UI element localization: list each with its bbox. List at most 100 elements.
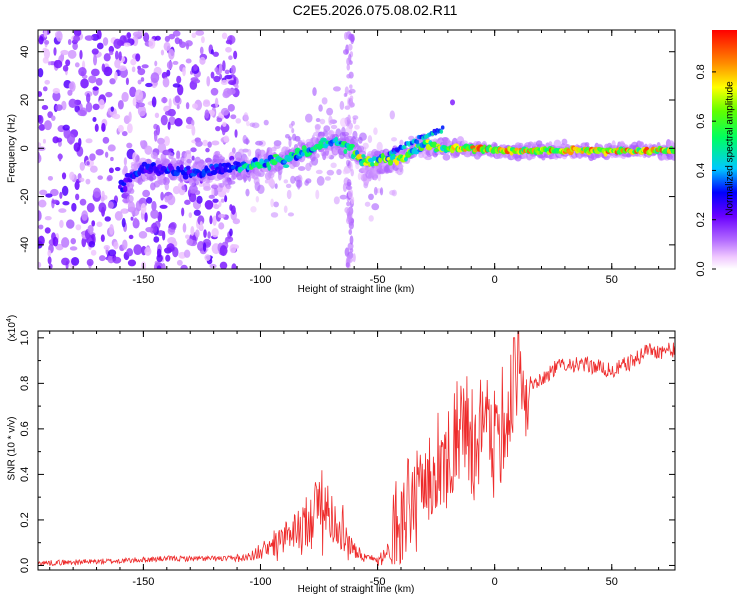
spectrogram-cell — [75, 224, 82, 231]
spectrogram-cell — [345, 159, 351, 167]
spectrogram-cell — [326, 107, 334, 116]
spectrogram-cell — [44, 79, 51, 85]
spectrogram-cell — [69, 171, 75, 181]
spectrogram-cell — [224, 69, 230, 75]
spectrogram-ylabel: Frequency (Hz) — [6, 114, 18, 183]
spectrogram-cell — [220, 107, 230, 116]
spectrogram-cell — [137, 177, 143, 185]
spectrogram-cell — [211, 186, 215, 197]
spectrogram-cell — [165, 254, 171, 262]
spectrogram-cell — [347, 114, 351, 122]
spectrogram-cell — [188, 192, 197, 203]
spectrogram-cell — [56, 30, 63, 42]
spectrogram-cell — [288, 138, 292, 148]
spectrogram-cell — [431, 141, 438, 148]
spectrogram-cell — [561, 138, 568, 146]
spectrogram-cell — [44, 40, 50, 45]
spectrogram-cell — [415, 139, 420, 145]
spectrogram-cell — [354, 124, 360, 130]
spectrogram-cell — [283, 179, 289, 184]
snr-multiplier: (x104) — [5, 314, 19, 342]
spectrogram-cell — [214, 97, 219, 108]
spectrogram-cell — [346, 57, 351, 66]
spectrogram-cell — [121, 131, 128, 137]
spectrogram-cell — [250, 206, 257, 213]
spectrogram-cell — [202, 139, 208, 147]
spectrogram-cell — [274, 183, 278, 189]
spectrogram-cell — [59, 191, 63, 199]
spectrogram-cell — [96, 30, 102, 40]
spectrogram-cell — [127, 259, 137, 267]
spectrogram-cell — [149, 174, 157, 181]
spectrogram-cell — [92, 116, 97, 123]
spectrogram-cell — [122, 185, 128, 193]
spectrogram-cell — [181, 185, 186, 191]
spectrogram-cell — [144, 145, 153, 155]
spectrogram-cell — [230, 64, 236, 75]
spectrogram-cell — [153, 236, 160, 243]
spectrogram-cell — [135, 53, 141, 62]
spectrogram-cell — [102, 37, 109, 46]
spectrogram-cell — [193, 179, 199, 186]
spectrogram-cell — [47, 61, 52, 66]
spectrogram-cell — [108, 167, 114, 174]
spectrogram-cell — [184, 199, 191, 205]
spectrogram-cell — [402, 144, 407, 150]
spectrogram-cell — [45, 193, 53, 198]
spectrogram-cell — [225, 39, 233, 45]
spectrogram-cell — [350, 168, 354, 177]
spectrogram-cell — [156, 265, 162, 269]
spectrogram-cell — [193, 79, 201, 84]
spectrogram-cell — [185, 124, 194, 130]
spectrogram-cell — [121, 217, 126, 228]
spectrogram-cell — [211, 227, 219, 238]
spectrogram-cell — [89, 153, 96, 161]
spectrogram-cell — [174, 95, 181, 104]
spectrogram-cell — [224, 195, 228, 203]
spectrogram-cell — [221, 32, 228, 40]
spectrogram-cell — [346, 181, 352, 187]
spectrogram-cell — [71, 256, 80, 266]
spectrogram-cell — [213, 75, 221, 83]
spectrogram-cell — [190, 226, 195, 237]
spectrogram-cell — [114, 71, 118, 81]
spectrogram-cell — [207, 231, 211, 239]
spectrogram-cell — [43, 30, 48, 38]
spectrogram-cell — [317, 131, 325, 138]
spectrogram-cell — [347, 43, 353, 51]
spectrogram-cell — [408, 135, 415, 141]
spectrogram-cell — [394, 159, 400, 166]
chart-title: C2E5.2026.075.08.02.R11 — [292, 2, 458, 18]
spectrogram-cell — [164, 182, 170, 191]
spectrogram-cell — [134, 89, 144, 101]
spectrogram-cell — [78, 67, 87, 77]
spectrogram-cell — [349, 95, 354, 101]
spectrogram-cell — [371, 203, 380, 211]
spectrogram-cell — [85, 102, 93, 113]
spectrogram-cell — [361, 154, 366, 158]
snr-xtick-label: 0 — [492, 576, 498, 588]
spectrogram-cell — [286, 189, 292, 200]
spectrogram-cell — [330, 124, 338, 130]
spectrogram-cell — [126, 248, 134, 257]
spectrogram-cell — [164, 110, 172, 116]
spectrogram-cell — [69, 246, 78, 251]
spectrogram-cell — [209, 263, 217, 269]
spectrogram-cell — [145, 226, 154, 233]
spectrogram-cell — [343, 148, 348, 155]
spectrogram-cell — [364, 201, 371, 207]
spectrogram-cell — [357, 172, 362, 181]
spectrogram-cell — [212, 215, 217, 226]
spectrogram-cell — [100, 196, 105, 202]
spectrogram-ytick-label: 0 — [19, 145, 31, 151]
spectrogram-ytick-label: 20 — [19, 94, 31, 106]
spectrogram-cell — [61, 172, 67, 180]
spectrogram-cell — [295, 179, 303, 188]
spectrogram-cell — [128, 178, 133, 183]
spectrogram-cell — [39, 189, 48, 196]
spectrogram-cell — [150, 72, 160, 84]
spectrogram-cell — [204, 254, 211, 262]
spectrogram-cell — [179, 41, 187, 48]
spectrogram-cell — [196, 195, 203, 204]
spectrogram-cell — [74, 181, 80, 191]
